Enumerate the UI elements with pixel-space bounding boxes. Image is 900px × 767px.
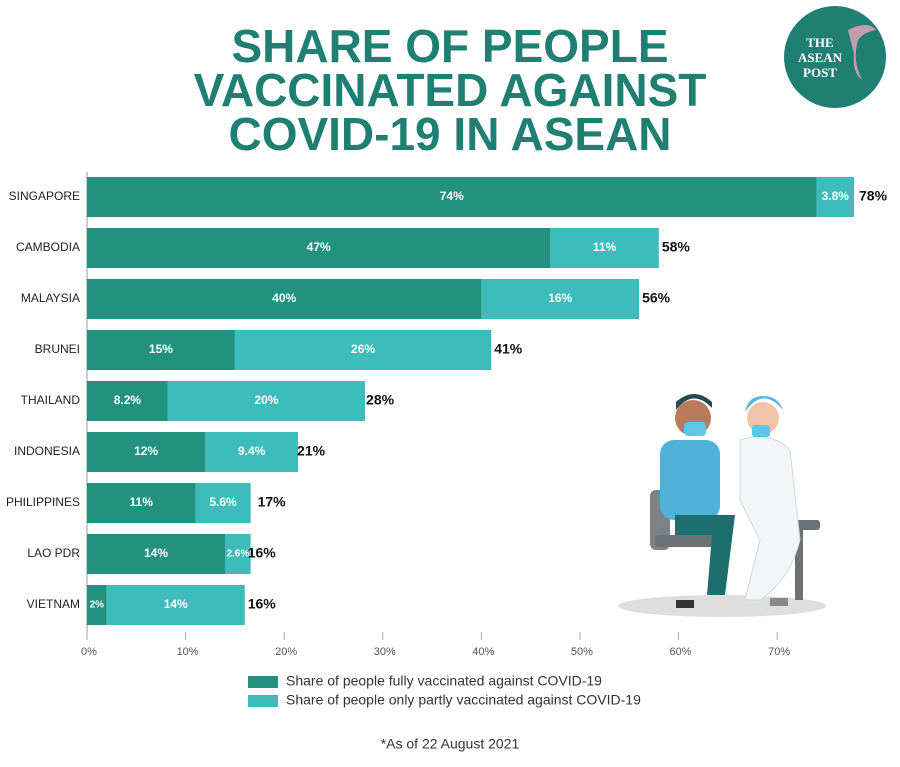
bar-segment xyxy=(87,177,817,217)
category-label: PHILIPPINES xyxy=(6,495,80,509)
value-label: 20% xyxy=(254,393,278,407)
bar-segment xyxy=(234,330,492,370)
bar-segment xyxy=(167,381,366,421)
value-label: 26% xyxy=(351,342,375,356)
x-tick-label: 0% xyxy=(81,646,97,658)
total-label: 17% xyxy=(258,494,287,510)
category-label: CAMBODIA xyxy=(16,240,80,254)
total-label: 28% xyxy=(366,392,395,408)
category-label: VIETNAM xyxy=(27,597,80,611)
total-label: 16% xyxy=(248,596,277,612)
x-tick-label: 50% xyxy=(571,646,593,658)
category-label: MALAYSIA xyxy=(21,291,80,305)
bar-segment xyxy=(816,177,855,217)
logo-text: THE xyxy=(806,35,833,50)
value-label: 16% xyxy=(548,291,572,305)
footnote: *As of 22 August 2021 xyxy=(381,736,520,752)
bar-segment xyxy=(106,585,245,625)
bar-segment xyxy=(87,585,107,625)
bar-segment xyxy=(87,228,551,268)
x-tick-label: 20% xyxy=(275,646,297,658)
legend-swatch xyxy=(248,676,278,688)
chart-title: COVID-19 IN ASEAN xyxy=(228,108,671,160)
illustration xyxy=(618,394,826,617)
total-label: 56% xyxy=(642,290,671,306)
value-label: 2.6% xyxy=(226,549,249,560)
x-tick-label: 10% xyxy=(177,646,199,658)
legend-label: Share of people fully vaccinated against… xyxy=(286,673,602,689)
category-label: INDONESIA xyxy=(14,444,80,458)
bar-segment xyxy=(87,534,226,574)
bar-segment xyxy=(87,381,168,421)
value-label: 14% xyxy=(144,546,168,560)
value-label: 2% xyxy=(90,600,105,611)
total-label: 78% xyxy=(859,188,888,204)
total-label: 58% xyxy=(662,239,691,255)
value-label: 12% xyxy=(134,444,158,458)
value-label: 3.8% xyxy=(822,189,850,203)
value-label: 5.6% xyxy=(209,495,237,509)
total-label: 16% xyxy=(248,545,277,561)
legend-swatch xyxy=(248,695,278,707)
value-label: 40% xyxy=(272,291,296,305)
bar-segment xyxy=(225,534,251,574)
legend-label: Share of people only partly vaccinated a… xyxy=(286,692,641,708)
logo-text: POST xyxy=(803,65,837,80)
value-label: 11% xyxy=(593,240,617,254)
category-label: LAO PDR xyxy=(27,546,80,560)
bar-segment xyxy=(87,432,206,472)
value-label: 15% xyxy=(149,342,173,356)
category-label: SINGAPORE xyxy=(9,189,80,203)
category-label: BRUNEI xyxy=(35,342,80,356)
total-label: 41% xyxy=(494,341,523,357)
category-label: THAILAND xyxy=(21,393,81,407)
bar-segment xyxy=(205,432,298,472)
x-tick-label: 70% xyxy=(768,646,790,658)
bar-segment xyxy=(481,279,640,319)
logo: THE ASEAN POST xyxy=(784,6,886,108)
bar-segment xyxy=(550,228,659,268)
chart-title: VACCINATED AGAINST xyxy=(194,64,707,116)
chart-title: SHARE OF PEOPLE xyxy=(231,20,668,72)
value-label: 8.2% xyxy=(114,393,142,407)
x-tick-label: 60% xyxy=(670,646,692,658)
bar-segment xyxy=(87,330,235,370)
value-label: 47% xyxy=(307,240,331,254)
value-label: 11% xyxy=(130,495,154,509)
bar-segment xyxy=(87,279,482,319)
x-tick-label: 30% xyxy=(374,646,396,658)
bar-segment xyxy=(195,483,251,523)
value-label: 9.4% xyxy=(238,444,266,458)
value-label: 14% xyxy=(164,597,188,611)
total-label: 21% xyxy=(297,443,326,459)
bar-segment xyxy=(87,483,196,523)
x-tick-label: 40% xyxy=(472,646,494,658)
value-label: 74% xyxy=(440,189,464,203)
logo-text: ASEAN xyxy=(798,50,843,65)
